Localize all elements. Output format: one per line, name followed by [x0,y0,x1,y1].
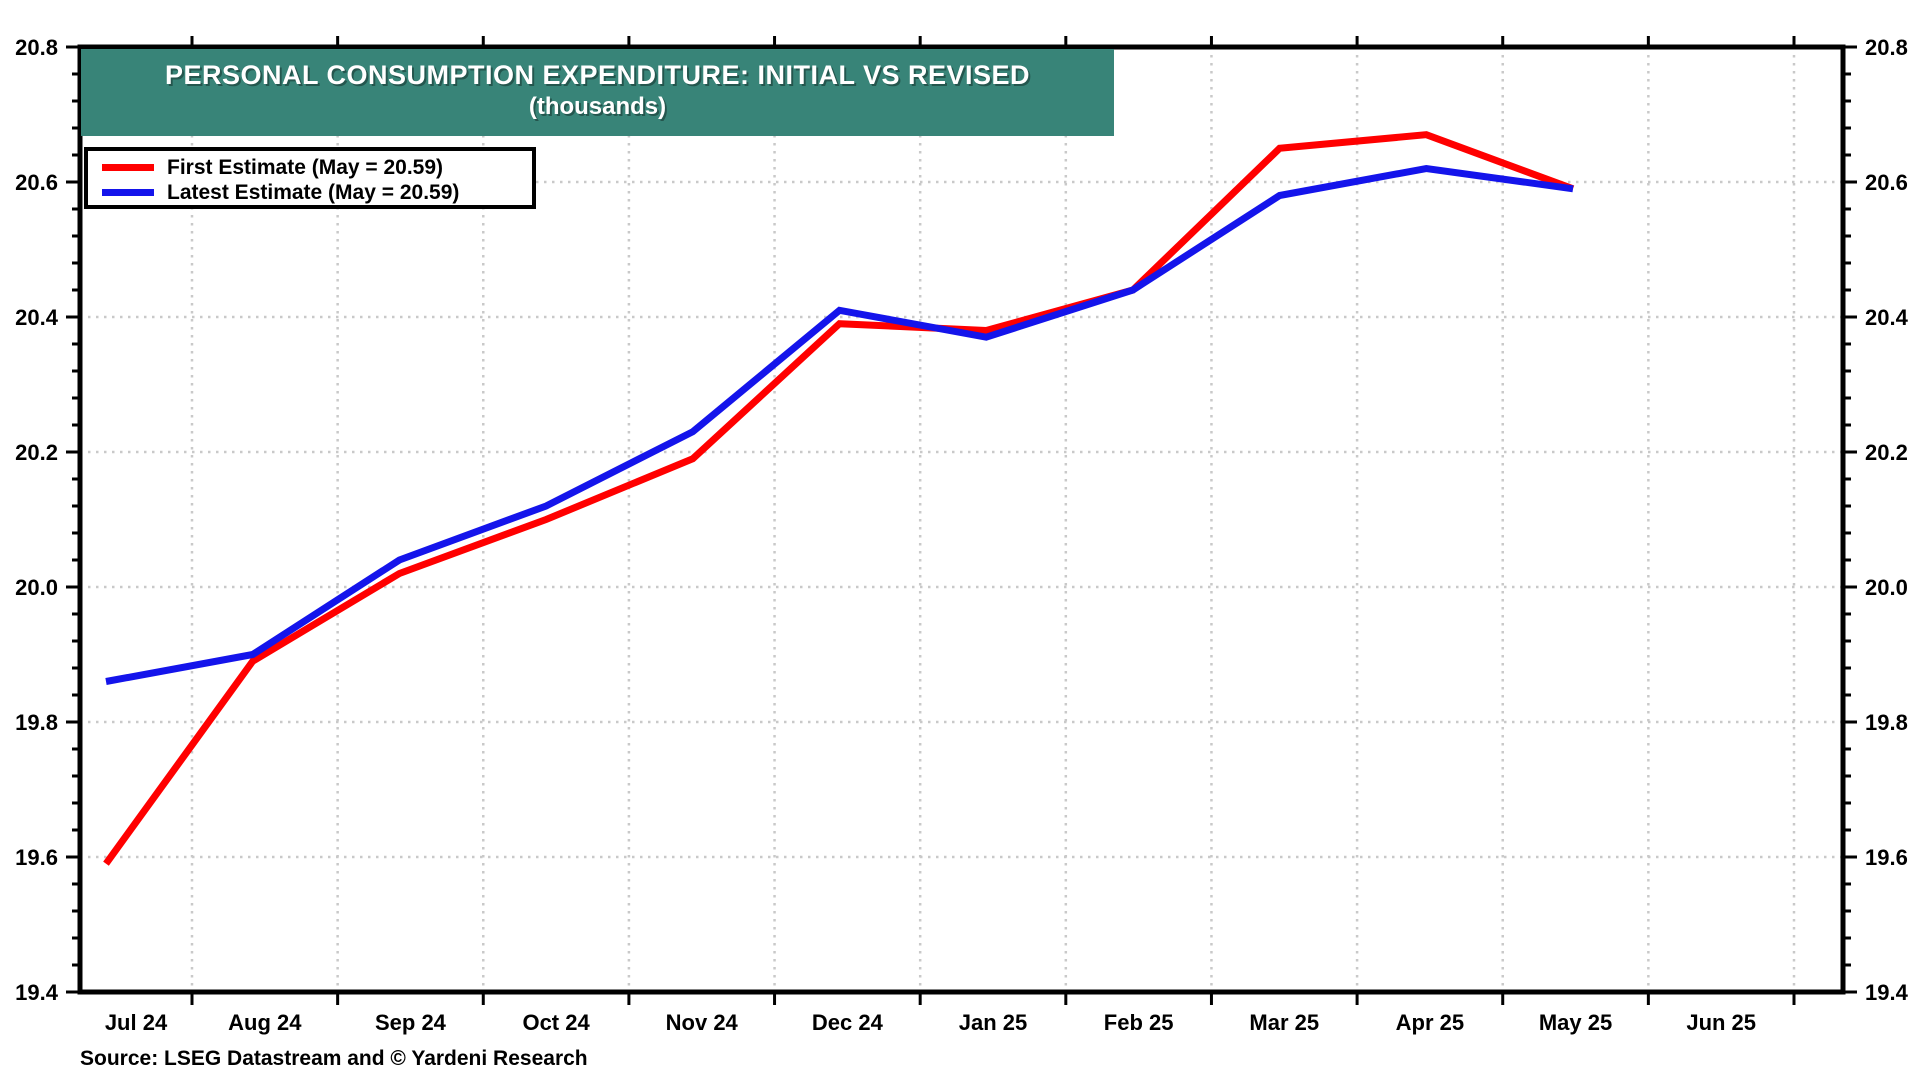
x-axis-label: May 25 [1539,1010,1612,1035]
x-axis-label: Mar 25 [1249,1010,1319,1035]
chart-title-bar: PERSONAL CONSUMPTION EXPENDITURE: INITIA… [81,49,1114,136]
x-axis-label: Jun 25 [1686,1010,1756,1035]
x-axis-label: Apr 25 [1396,1010,1464,1035]
y-gridlines [80,180,1843,859]
x-axis-label: Feb 25 [1104,1010,1174,1035]
legend-label-latest-estimate: Latest Estimate (May = 20.59) [167,180,460,204]
y-axis-label-right: 20.6 [1865,170,1908,195]
x-axis-labels: Jul 24 Aug 24 Sep 24 Oct 24 Nov 24 Dec 24 Jan … [105,1010,1756,1035]
y-axis-label-right: 19.4 [1865,980,1909,1005]
y-axis-label-left: 19.6 [15,845,58,870]
series-line-latest-estimate [105,164,1574,685]
x-axis-label: Dec 24 [812,1010,884,1035]
y-axis-label-right: 20.4 [1865,305,1909,330]
legend-label-first-estimate: First Estimate (May = 20.59) [167,155,444,179]
y-axis-label-left: 20.6 [15,170,58,195]
x-axis-label: Aug 24 [228,1010,302,1035]
legend-swatch-latest-estimate [102,189,154,196]
y-axis-label-right: 20.2 [1865,440,1908,465]
y-axis-label-left: 19.8 [15,710,58,735]
x-gridlines [190,47,1796,992]
y-axis-label-left: 20.4 [15,305,59,330]
source-note: Source: LSEG Datastream and © Yardeni Re… [80,1047,588,1070]
y-axis-label-right: 20.0 [1865,575,1908,600]
y-axis-labels: 19.4 19.4 19.6 19.6 19.8 19.8 20.0 20.0 20.2 20.2… [15,35,1908,1005]
legend-swatch-first-estimate [102,164,154,171]
y-axis-label-left: 20.8 [15,35,58,60]
x-axis-label: Nov 24 [666,1010,739,1035]
x-axis-label: Sep 24 [375,1010,447,1035]
series-line-first-estimate [103,131,1575,866]
x-axis-label: Jul 24 [105,1010,168,1035]
chart-title: PERSONAL CONSUMPTION EXPENDITURE: INITIA… [164,60,1031,90]
legend-item-first-estimate: First Estimate (May = 20.59) [102,155,532,180]
y-axis-label-right: 19.8 [1865,710,1908,735]
chart-subtitle: (thousands) [528,93,667,120]
y-axis-label-right: 20.8 [1865,35,1908,60]
x-axis-label: Jan 25 [959,1010,1028,1035]
y-axis-label-right: 19.6 [1865,845,1908,870]
plot-frame [77,44,1846,995]
y-axis-label-left: 20.0 [15,575,58,600]
x-axis-label: Oct 24 [522,1010,590,1035]
y-axis-label-left: 19.4 [15,980,59,1005]
legend-item-latest-estimate: Latest Estimate (May = 20.59) [102,180,532,205]
legend: First Estimate (May = 20.59) Latest Esti… [84,147,536,209]
y-axis-label-left: 20.2 [15,440,58,465]
